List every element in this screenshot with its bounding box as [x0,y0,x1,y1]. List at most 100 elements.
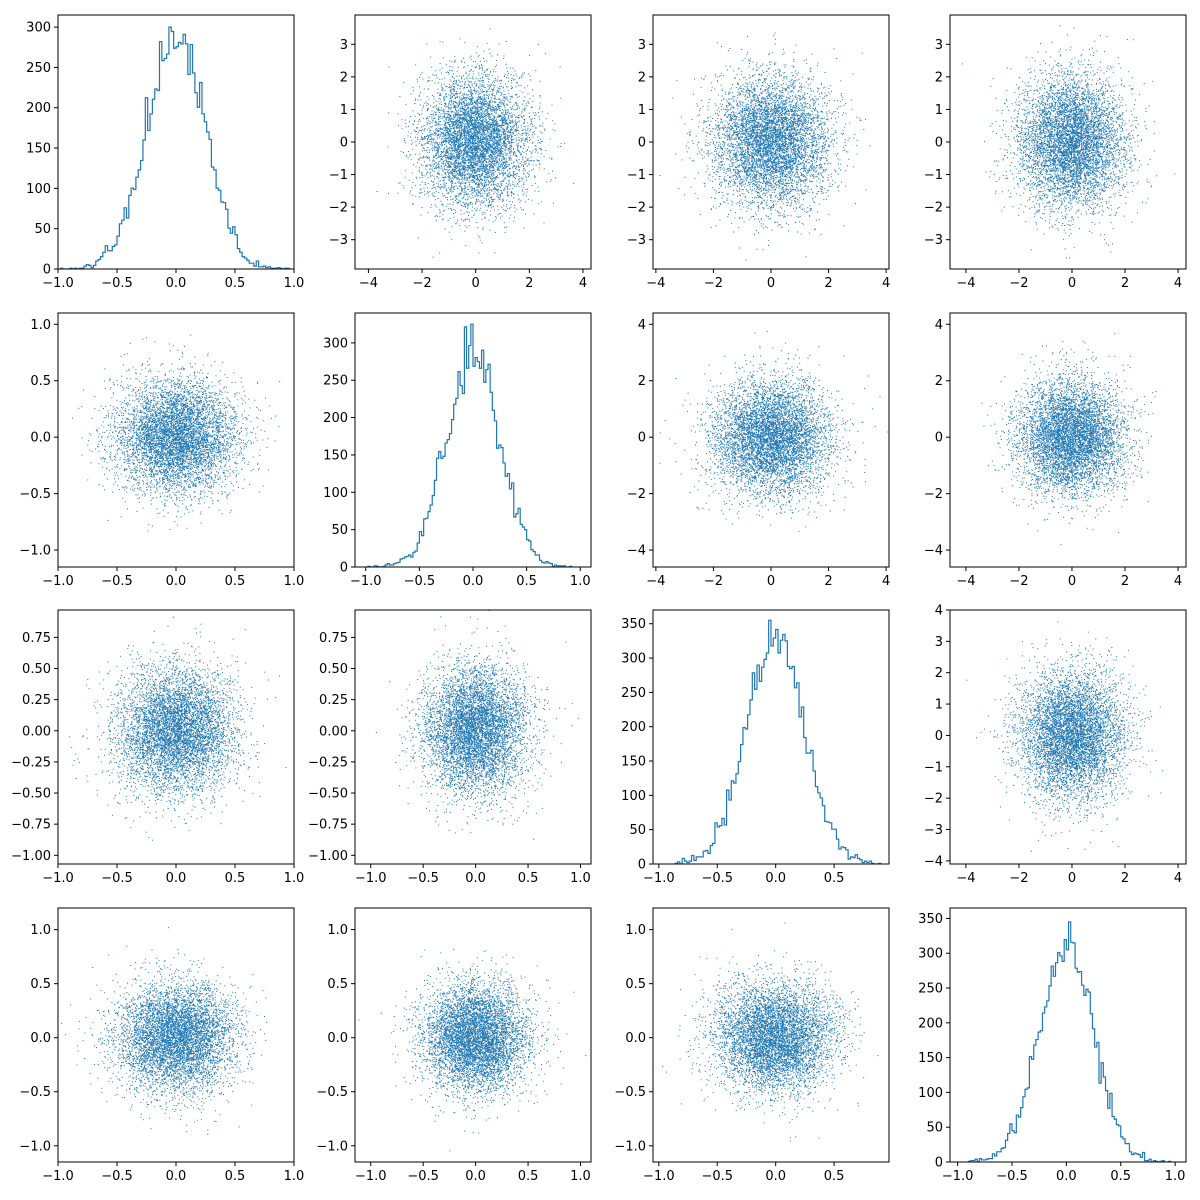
scatter-point [501,150,502,151]
scatter-point [417,134,418,135]
scatter-point [492,94,493,95]
scatter-point [506,155,507,156]
scatter-point [402,119,403,120]
scatter-point [502,119,503,120]
scatter-point [513,109,514,110]
scatter-point [436,162,437,163]
scatter-point [516,166,517,167]
scatter-point [461,187,462,188]
scatter-point [534,160,535,161]
scatter-point [490,194,491,195]
scatter-point [425,184,426,185]
scatter-point [507,68,508,69]
scatter-point [431,204,432,205]
scatter-point [444,78,445,79]
scatter-point [451,163,452,164]
scatter-point [521,127,522,128]
scatter-point [415,137,416,138]
scatter-point [496,125,497,126]
scatter-point [499,142,500,143]
scatter-point [522,191,523,192]
scatter-point [479,93,480,94]
scatter-point [408,126,409,127]
scatter-point [495,158,496,159]
scatter-point [451,155,452,156]
scatter-point [419,95,420,96]
scatter-point [480,157,481,158]
scatter-point [457,156,458,157]
scatter-point [548,173,549,174]
scatter-point [525,157,526,158]
scatter-point [434,98,435,99]
scatter-point [464,148,465,149]
scatter-point [448,138,449,139]
scatter-point [470,164,471,165]
scatter-point [503,157,504,158]
scatter-point [444,84,445,85]
scatter-point [501,100,502,101]
scatter-point [544,168,545,169]
scatter-point [510,99,511,100]
scatter-point [479,171,480,172]
scatter-point [451,158,452,159]
scatter-point [474,90,475,91]
scatter-point [482,80,483,81]
scatter-point [449,178,450,179]
scatter-point [468,126,469,127]
scatter-point [490,110,491,111]
scatter-point [551,179,552,180]
scatter-point [441,129,442,130]
x-tick-label: 0.0 [166,276,187,291]
scatter-point [453,153,454,154]
scatter-point [462,104,463,105]
scatter-point [528,125,529,126]
scatter-point [482,183,483,184]
scatter-point [433,134,434,135]
scatter-point [467,138,468,139]
scatter-point [465,225,466,226]
scatter-point [448,192,449,193]
scatter-point [461,126,462,127]
scatter-point [415,100,416,101]
scatter-point [472,180,473,181]
scatter-point [487,108,488,109]
scatter-point [503,129,504,130]
scatter-point [451,121,452,122]
scatter-point [422,158,423,159]
scatter-point [487,111,488,112]
scatter-point [447,106,448,107]
scatter-point [476,179,477,180]
scatter-point [516,109,517,110]
scatter-point [492,95,493,96]
scatter-point [482,138,483,139]
scatter-point [460,145,461,146]
scatter-point [491,175,492,176]
scatter-point [477,145,478,146]
scatter-point [455,138,456,139]
scatter-point [469,219,470,220]
scatter-point [436,220,437,221]
scatter-point [489,200,490,201]
scatter-point [496,60,497,61]
scatter-point [450,79,451,80]
scatter-point [464,186,465,187]
scatter-point [502,216,503,217]
scatter-point [488,89,489,90]
scatter-point [466,123,467,124]
scatter-point [438,107,439,108]
scatter-point [467,186,468,187]
scatter-point [468,189,469,190]
scatter-point [542,126,543,127]
scatter-point [526,192,527,193]
scatter-point [529,164,530,165]
scatter-point [488,171,489,172]
scatter-point [490,215,491,216]
scatter-point [511,135,512,136]
scatter-point [397,193,398,194]
scatter-point [448,128,449,129]
scatter-point [398,183,399,184]
scatter-point [496,144,497,145]
scatter-point [486,76,487,77]
scatter-point [491,85,492,86]
scatter-point [449,108,450,109]
